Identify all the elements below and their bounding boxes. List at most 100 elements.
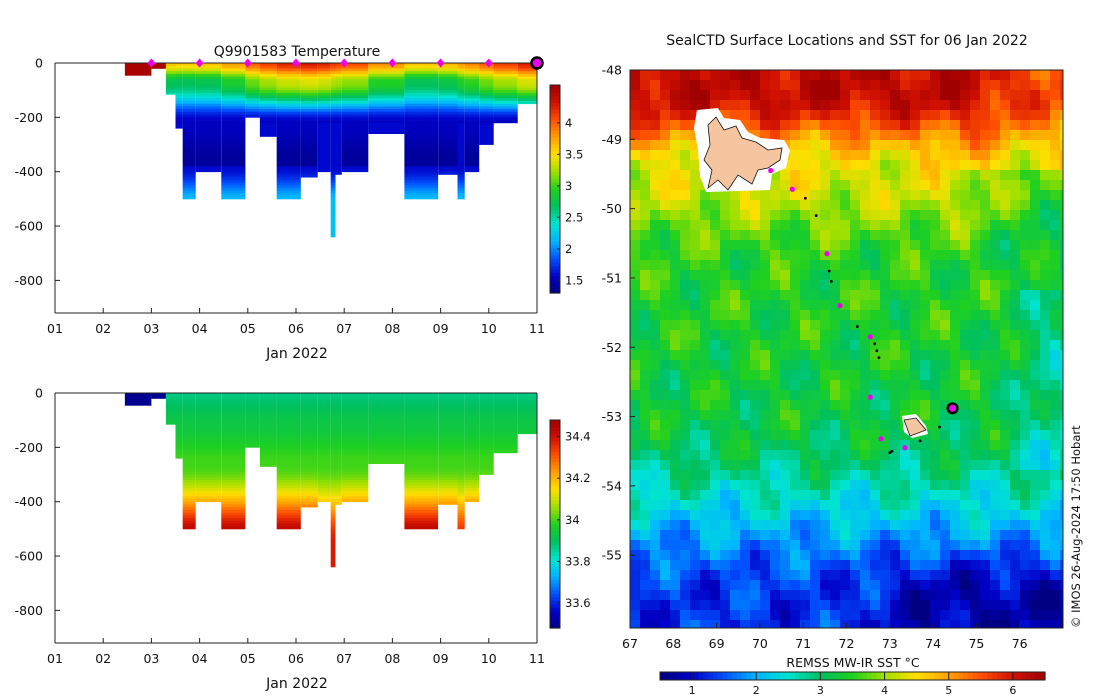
profile-4-cell [182,125,196,129]
profile-21-cell [493,444,518,448]
sst-cell [980,450,991,461]
sst-cell [1050,190,1061,201]
sst-cell [800,230,811,241]
sst-cell [1040,410,1051,421]
profile-10-cell [300,65,318,69]
sst-cell [720,410,731,421]
sst-cell [1010,190,1021,201]
profile-6-cell [221,65,246,69]
sst-cell [800,580,811,591]
sst-cell [770,510,781,521]
sst-cell [780,200,791,211]
sst-cell [960,520,971,531]
profile-20-cell [479,133,494,137]
sst-cell [820,270,831,281]
sst-cell [870,540,881,551]
profile-18-cell [457,150,465,154]
sst-cell [900,190,911,201]
sst-cell [900,280,911,291]
profile-17-cell [438,130,458,134]
profile-12-cell [330,471,336,475]
sst-cell [860,530,871,541]
sst-cell [1020,220,1031,231]
sst-cell [950,240,961,251]
profile-20-cell [479,98,494,102]
profile-6-cell [221,114,246,118]
profile-9-cell [276,509,301,513]
profile-14-cell [341,136,369,140]
profile-8-cell [259,433,277,437]
sst-cell [640,420,651,431]
sst-cell [920,200,931,211]
profile-17-cell [438,103,458,107]
sst-cell [970,360,981,371]
sst-cell [800,360,811,371]
colorbar-segment [550,209,560,214]
sst-cell [750,200,761,211]
profile-18-cell [457,177,465,181]
lon-tick-label: 68 [665,636,681,651]
colorbar-segment [550,140,560,145]
sst-cell [1000,440,1011,451]
sst-cell [640,220,651,231]
profile-10-cell [300,493,318,497]
profile-10-cell [300,106,318,110]
sst-colorbar-segment [833,672,839,680]
sst-cell [910,460,921,471]
colorbar-segment [550,426,560,431]
profile-20-cell [479,436,494,440]
x-tick-label: 09 [433,651,449,666]
sst-cell [660,400,671,411]
profile-13-cell [335,436,342,440]
profile-14-cell [341,114,369,118]
sst-cell [670,480,681,491]
profile-4-cell [182,406,196,410]
sst-cell [670,580,681,591]
profile-12-cell [330,182,336,186]
profile-6-cell [221,499,246,503]
sst-cell [650,390,661,401]
profile-19-cell [464,109,480,113]
profile-6-cell [221,71,246,75]
profile-18-cell [457,193,465,197]
profile-4-cell [182,482,196,486]
sst-cell [830,470,841,481]
sst-cell [980,270,991,281]
sst-cell [630,160,641,171]
profile-16-cell [404,515,439,519]
profile-14-cell [341,403,369,407]
sst-cell [900,450,911,461]
sst-cell [860,90,871,101]
sst-cell [770,460,781,471]
sst-cell [870,310,881,321]
sst-cell [880,530,891,541]
sst-cell [840,100,851,111]
profile-5-cell [195,441,222,445]
sst-cell [920,190,931,201]
sst-cell [970,550,981,561]
profile-17-cell [438,480,458,484]
sst-cell [770,130,781,141]
profile-17-cell [438,463,458,467]
profile-20-cell [479,458,494,462]
profile-12-cell [330,398,336,402]
profile-20-cell [479,68,494,72]
profile-7-cell [245,414,260,418]
profile-5-cell [195,109,222,113]
sst-cell [900,90,911,101]
profile-18-cell [457,120,465,124]
sst-cell [820,520,831,531]
colorbar-segment [550,185,560,190]
profile-4-cell [182,190,196,194]
profile-16-cell [404,185,439,189]
profile-19-cell [464,68,480,72]
sst-cell [760,310,771,321]
profile-3-cell [175,101,183,105]
sst-cell [1060,210,1063,221]
sst-cell [630,460,641,471]
sst-cell [920,320,931,331]
sst-cell [1020,510,1031,521]
profile-19-cell [464,466,480,470]
profile-0-cell [124,393,152,397]
sst-cell [630,620,641,628]
